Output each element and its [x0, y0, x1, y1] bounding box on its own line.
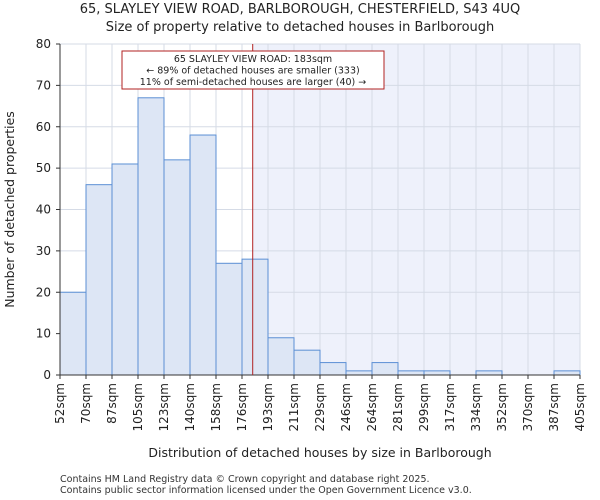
annotation-text: ← 89% of detached houses are smaller (33…: [146, 66, 359, 77]
histogram-bar: [397, 370, 425, 376]
histogram-bar: [345, 370, 373, 376]
x-tick-label: 352sqm: [495, 383, 509, 431]
x-tick-label: 387sqm: [547, 383, 561, 431]
y-tick-label: 60: [36, 120, 51, 134]
footer-copyright: Contains HM Land Registry data © Crown c…: [60, 474, 430, 485]
histogram-bar: [423, 370, 451, 376]
histogram-bar: [111, 163, 139, 376]
y-tick-label: 10: [36, 327, 51, 341]
x-tick-label: 52sqm: [53, 383, 67, 424]
x-axis-title: Distribution of detached houses by size …: [148, 445, 491, 460]
histogram-bar: [241, 258, 269, 376]
x-tick-label: 229sqm: [313, 383, 327, 431]
histogram-bar: [163, 159, 191, 376]
y-tick-label: 40: [36, 203, 51, 217]
x-tick-label: 264sqm: [365, 383, 379, 431]
x-tick-label: 370sqm: [521, 383, 535, 431]
x-tick-label: 105sqm: [131, 383, 145, 431]
chart-title-address: 65, SLAYLEY VIEW ROAD, BARLBOROUGH, CHES…: [79, 2, 521, 17]
chart-title: Size of property relative to detached ho…: [105, 20, 495, 35]
y-tick-label: 70: [36, 78, 51, 92]
x-tick-label: 176sqm: [235, 383, 249, 431]
x-tick-label: 246sqm: [339, 383, 353, 431]
footer-licence: Contains public sector information licen…: [60, 485, 472, 496]
histogram-bar: [319, 362, 347, 376]
histogram-bar: [293, 349, 321, 376]
y-tick-label: 30: [36, 244, 51, 258]
x-tick-label: 299sqm: [417, 383, 431, 431]
x-tick-label: 405sqm: [573, 383, 587, 431]
y-axis-title: Number of detached properties: [2, 111, 17, 308]
histogram-bar: [371, 362, 399, 376]
y-tick-label: 0: [43, 368, 51, 382]
histogram-bar: [59, 291, 87, 376]
annotation-box: [121, 50, 385, 90]
annotation-text: 65 SLAYLEY VIEW ROAD: 183sqm: [174, 54, 332, 65]
histogram-bar: [553, 370, 581, 376]
histogram-bar: [267, 337, 295, 376]
x-tick-label: 140sqm: [183, 383, 197, 431]
histogram-bar: [85, 184, 113, 376]
x-tick-label: 334sqm: [469, 383, 483, 431]
y-tick-label: 20: [36, 285, 51, 299]
x-tick-label: 70sqm: [79, 383, 93, 424]
histogram-bar: [215, 262, 243, 376]
x-tick-label: 317sqm: [443, 383, 457, 431]
y-tick-label: 50: [36, 161, 51, 175]
y-tick-label: 80: [36, 37, 51, 51]
x-tick-label: 123sqm: [157, 383, 171, 431]
x-tick-label: 211sqm: [287, 383, 301, 431]
histogram-bar: [189, 134, 217, 376]
x-tick-label: 87sqm: [105, 383, 119, 424]
histogram-bar: [137, 97, 165, 376]
x-tick-label: 281sqm: [391, 383, 405, 431]
histogram-bar: [475, 370, 503, 376]
x-tick-label: 193sqm: [261, 383, 275, 431]
annotation-text: 11% of semi-detached houses are larger (…: [140, 77, 367, 88]
x-tick-label: 158sqm: [209, 383, 223, 431]
